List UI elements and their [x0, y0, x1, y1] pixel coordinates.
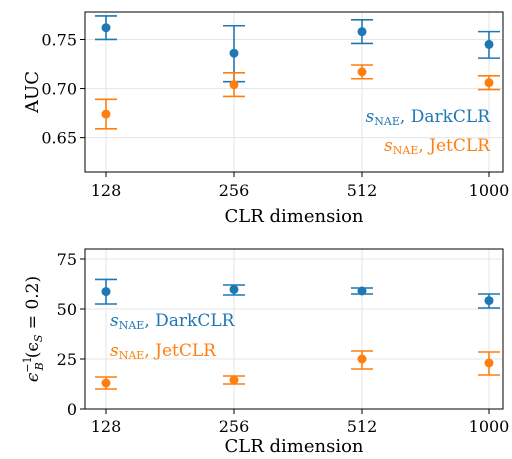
rejection-x-tick-label: 256	[219, 417, 250, 436]
rejection-y-tick-label: 0	[67, 400, 77, 419]
rejection-point-darkclr	[484, 296, 494, 306]
rejection-y-tick-label: 50	[57, 300, 77, 319]
rejection-point-jetclr	[229, 375, 239, 385]
rejection-legend: sNAE, DarkCLR sNAE, JetCLR	[110, 311, 236, 362]
rejection-plot-frame	[84, 248, 504, 410]
auc-ticks: 128 256 512 1000 0.65 0.70 0.75	[41, 30, 509, 200]
rejection-x-axis-label: CLR dimension	[224, 436, 363, 457]
auc-x-tick-label: 512	[347, 181, 378, 200]
rejection-x-tick-label: 1000	[469, 417, 510, 436]
auc-y-tick-label: 0.75	[41, 30, 77, 49]
auc-legend: sNAE, DarkCLR sNAE, JetCLR	[366, 107, 492, 157]
auc-plot-frame	[84, 11, 504, 173]
auc-point-jetclr	[357, 67, 367, 77]
auc-point-darkclr	[357, 27, 367, 37]
rejection-point-darkclr	[101, 287, 111, 297]
auc-x-tick-label: 256	[219, 181, 250, 200]
auc-y-axis-label: AUC	[22, 71, 43, 114]
auc-point-darkclr	[484, 39, 494, 49]
auc-point-darkclr	[101, 23, 111, 33]
auc-marks	[95, 15, 500, 130]
rejection-ticks: 128 256 512 1000 0 25 50 75	[57, 250, 510, 436]
rejection-x-tick-label: 128	[91, 417, 122, 436]
rejection-y-tick-label: 75	[57, 250, 77, 269]
rejection-point-jetclr	[101, 378, 111, 388]
auc-x-axis-label: CLR dimension	[224, 206, 363, 227]
auc-point-darkclr	[229, 48, 239, 58]
rejection-point-darkclr	[357, 286, 367, 296]
rejection-marks	[95, 278, 500, 390]
rejection-legend-jetclr: sNAE, JetCLR	[110, 341, 217, 362]
auc-y-tick-label: 0.70	[41, 80, 77, 99]
auc-y-tick-label: 0.65	[41, 129, 77, 148]
auc-legend-darkclr: sNAE, DarkCLR	[366, 107, 492, 128]
rejection-x-tick-label: 512	[347, 417, 378, 436]
auc-legend-jetclr: sNAE, JetCLR	[384, 136, 491, 157]
auc-point-jetclr	[484, 78, 494, 88]
auc-x-tick-label: 1000	[469, 181, 510, 200]
rejection-y-axis-label: ϵ−1B(ϵS = 0.2)	[21, 276, 46, 382]
rejection-point-darkclr	[229, 284, 239, 294]
rejection-y-tick-label: 25	[57, 350, 77, 369]
rejection-point-jetclr	[357, 354, 367, 364]
auc-point-jetclr	[101, 109, 111, 119]
auc-x-tick-label: 128	[91, 181, 122, 200]
rejection-point-jetclr	[484, 358, 494, 368]
rejection-legend-darkclr: sNAE, DarkCLR	[110, 311, 236, 332]
rejection-panel: 128 256 512 1000 0 25 50 75 CLR dimension ϵ−1B(…	[21, 248, 510, 457]
auc-point-jetclr	[229, 80, 239, 90]
